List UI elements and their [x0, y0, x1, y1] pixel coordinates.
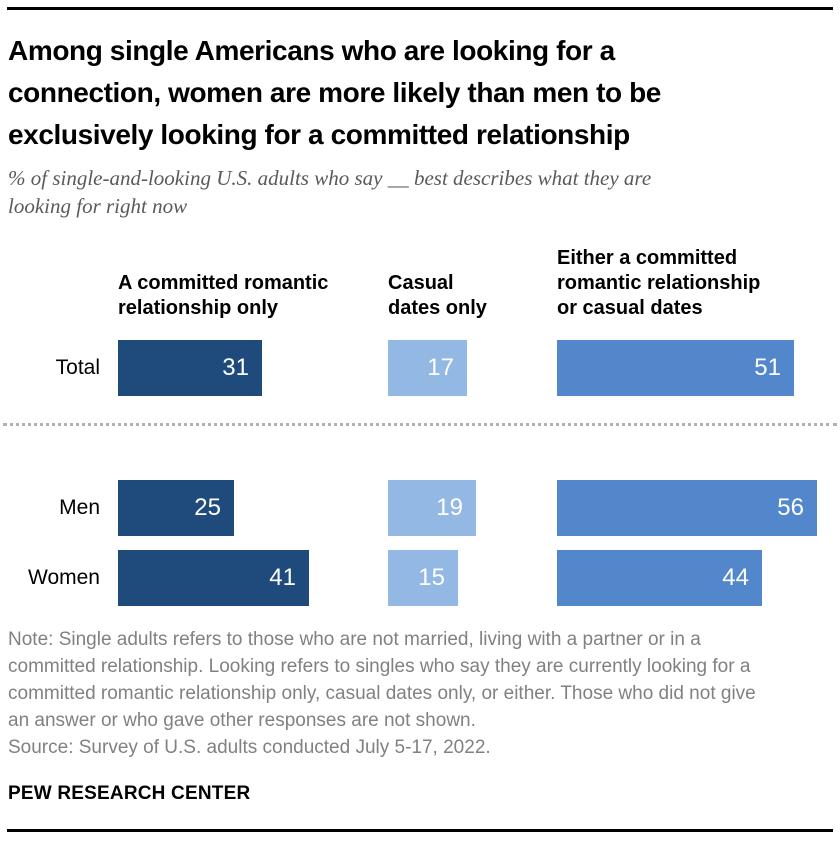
dotted-divider [3, 423, 837, 426]
bar-value-label: 31 [222, 354, 249, 381]
bar-women-committed: 41 [118, 550, 309, 606]
bar-value-label: 17 [427, 354, 454, 381]
table-row-men: Men 25 19 56 [0, 480, 832, 536]
bar-chart: A committed romantic relationship only C… [0, 246, 840, 606]
note-text: Note: Single adults refers to those who … [8, 629, 756, 731]
bar-men-casual: 19 [388, 480, 476, 536]
bar-total-committed: 31 [118, 340, 262, 396]
bar-value-label: 51 [754, 354, 781, 381]
top-rule [7, 7, 833, 10]
table-row-total: Total 31 17 51 [0, 340, 832, 396]
bar-value-label: 15 [418, 564, 445, 591]
bar-cell: 15 [388, 550, 557, 606]
bar-total-casual: 17 [388, 340, 467, 396]
column-header-either: Either a committed romantic relationship… [557, 247, 761, 319]
chart-subtitle: % of single-and-looking U.S. adults who … [8, 166, 652, 218]
bar-cell: 56 [557, 480, 832, 536]
brand-footer: PEW RESEARCH CENTER [8, 783, 251, 804]
bar-cell: 44 [557, 550, 832, 606]
bar-cell: 51 [557, 340, 832, 396]
bottom-rule [7, 829, 833, 832]
bar-cell: 41 [118, 550, 388, 606]
column-header-casual: Casual dates only [388, 272, 487, 319]
bar-cell: 19 [388, 480, 557, 536]
bar-value-label: 44 [722, 564, 749, 591]
bar-men-committed: 25 [118, 480, 234, 536]
source-text: Source: Survey of U.S. adults conducted … [8, 737, 491, 758]
row-label-women: Women [28, 566, 100, 589]
column-header-row: A committed romantic relationship only C… [0, 246, 832, 321]
bar-total-either: 51 [557, 340, 794, 396]
bar-cell: 31 [118, 340, 388, 396]
bar-value-label: 19 [436, 494, 463, 521]
bar-men-either: 56 [557, 480, 817, 536]
row-label-men: Men [59, 496, 100, 519]
bar-value-label: 56 [777, 494, 804, 521]
bar-cell: 17 [388, 340, 557, 396]
bar-value-label: 41 [269, 564, 296, 591]
row-label-total: Total [55, 356, 100, 379]
bar-cell: 25 [118, 480, 388, 536]
footer-notes: Note: Single adults refers to those who … [8, 626, 832, 761]
bar-value-label: 25 [194, 494, 221, 521]
table-row-women: Women 41 15 44 [0, 550, 832, 606]
bar-women-casual: 15 [388, 550, 458, 606]
chart-title: Among single Americans who are looking f… [8, 35, 661, 150]
bar-women-either: 44 [557, 550, 762, 606]
column-header-committed: A committed romantic relationship only [118, 272, 329, 319]
